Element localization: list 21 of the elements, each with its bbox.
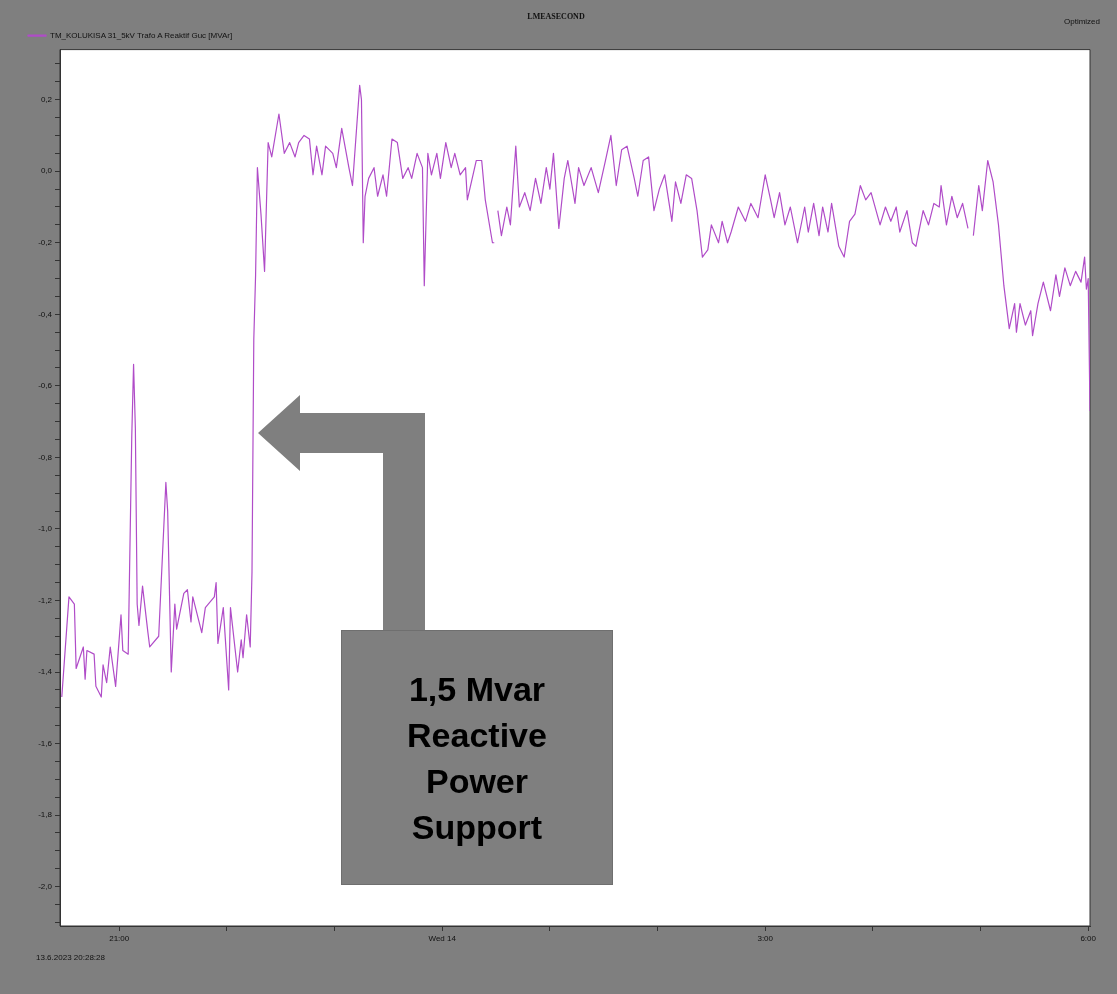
callout-box: 1,5 Mvar Reactive Power Support — [341, 630, 613, 885]
text: Optimized — [1063, 17, 1100, 27]
y-tick-label: -1,6 — [38, 738, 53, 748]
y-tick-label: -1,2 — [38, 595, 53, 605]
y-tick-label: -0,4 — [38, 309, 53, 319]
y-tick-label: 0,0 — [40, 166, 53, 176]
y-tick-label: -1,0 — [38, 524, 53, 534]
x-tick-label: Wed 14 — [428, 934, 457, 943]
x-tick-label: 21:00 — [109, 934, 130, 943]
text: 13.6.2023 20:28:28 — [36, 953, 106, 963]
y-tick-label: 0,2 — [40, 94, 53, 104]
y-tick-label: -1,8 — [38, 810, 53, 820]
chart-title: LMEASECOND — [527, 11, 585, 21]
x-tick-label: 6:00 — [1080, 934, 1097, 943]
y-tick-label: -0,8 — [38, 452, 53, 462]
y-tick-label: -0,6 — [38, 381, 53, 391]
legend-label: TM_KOLUKISA 31_5kV Trafo A Reaktif Guc [MVAr] — [50, 30, 233, 40]
y-tick-label: -1,4 — [38, 667, 53, 677]
y-tick-label: -2,0 — [38, 881, 53, 891]
y-tick-label: -0,2 — [38, 237, 53, 247]
x-tick-label: 3:00 — [757, 934, 774, 943]
